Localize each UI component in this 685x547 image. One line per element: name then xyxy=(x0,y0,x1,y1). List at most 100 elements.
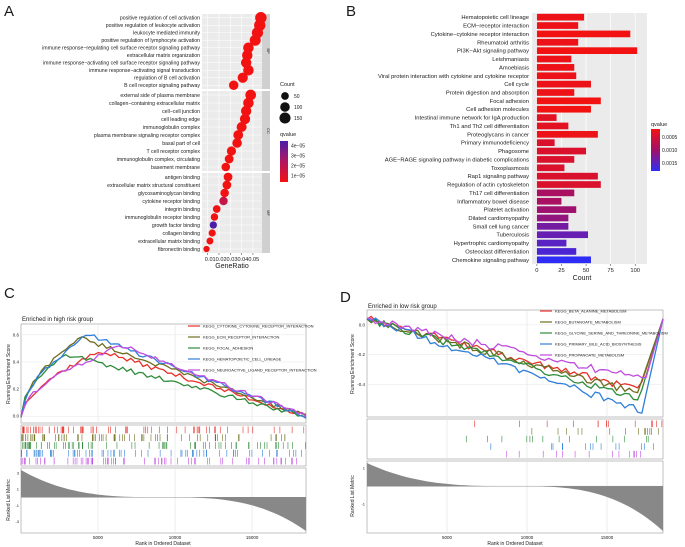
dot-point xyxy=(219,196,228,206)
legend-label: KEGG_HEMATOPOIETIC_CELL_LINEAGE xyxy=(203,357,282,362)
bar xyxy=(536,80,591,88)
dot-point xyxy=(221,162,231,172)
qvalue-legend-label: 0.0005 xyxy=(662,135,678,141)
bar xyxy=(536,55,572,63)
term-label: basal part of cell xyxy=(162,141,200,147)
qvalue-legend-label: 4e−05 xyxy=(291,144,305,150)
term-label: integrin binding xyxy=(165,207,200,213)
x-tick-label: 75 xyxy=(607,268,613,274)
bar-label: Tuberculosis xyxy=(496,233,529,239)
panel-b-plot-bg xyxy=(532,13,647,264)
bar xyxy=(536,256,591,264)
dot-point xyxy=(209,221,217,229)
dot-point xyxy=(243,97,254,109)
es-curve xyxy=(20,345,307,418)
bar-label: Toxoplasmosis xyxy=(491,166,529,172)
qvalue-legend-title: qvalue xyxy=(280,132,296,138)
count-legend-dot xyxy=(280,102,290,112)
panel-b-barplot: Hematopoietic cell lineage ECM−receptor i… xyxy=(378,13,678,282)
x-tick-label: 15000 xyxy=(601,535,614,540)
bar-label: Regulation of actin cytoskeleton xyxy=(447,183,529,189)
qvalue-legend-label: 1e−05 xyxy=(291,174,305,180)
term-label: regulation of B cell activation xyxy=(134,76,200,82)
dot-point xyxy=(236,122,247,132)
bar-label: Phagosome xyxy=(498,149,529,155)
count-legend-label: 50 xyxy=(294,94,300,100)
bar xyxy=(536,47,638,54)
dot-point xyxy=(243,64,254,76)
panel-a-bp-strip xyxy=(262,14,270,89)
panel-c-xlabel: Rank in Ordered Dataset xyxy=(135,541,191,547)
es-curve xyxy=(20,336,307,418)
dot-point xyxy=(206,237,214,245)
bar xyxy=(536,64,575,71)
bar-label: Rap1 signaling pathway xyxy=(467,174,529,180)
legend-label: KEGG_ECM_RECEPTOR_INTERACTION xyxy=(203,335,279,340)
y-tick-label: 0.0 xyxy=(13,414,20,419)
term-label: T cell receptor complex xyxy=(146,149,200,155)
metric-tick-label: 1 xyxy=(17,487,20,492)
bar-label: Cytokine−cytokine receptor interaction xyxy=(431,32,529,38)
dot-point xyxy=(203,245,210,253)
x-tick-label: 5000 xyxy=(93,535,104,540)
term-label: basement membrane xyxy=(151,165,200,171)
term-label: extracellular matrix structural constitu… xyxy=(107,183,200,189)
dot-point xyxy=(208,229,216,237)
bar xyxy=(536,214,569,222)
panel-d-title: Enriched in low risk group xyxy=(368,304,437,310)
panel-c-ylabel: Running Enrichment Score xyxy=(6,344,12,404)
bar-label: Protein digestion and absorption xyxy=(446,90,529,96)
term-label: extracellular matrix binding xyxy=(138,239,200,245)
panel-d-es-box xyxy=(366,309,664,418)
bar xyxy=(536,197,562,205)
bar xyxy=(536,231,589,239)
x-tick-label: 100 xyxy=(630,268,640,274)
metric-tick-label: -3 xyxy=(15,519,19,524)
bar-label: Inflammatory bowel disease xyxy=(457,199,529,205)
bar-label: Rheumatoid arthritis xyxy=(477,40,529,46)
bar-label: Th1 and Th2 cell differentiation xyxy=(450,124,529,130)
count-legend-label: 150 xyxy=(294,116,303,122)
term-label: immunoglobulin receptor binding xyxy=(125,215,200,221)
bar-label: Platelet activation xyxy=(484,208,529,214)
bar-label: Cell adhesion molecules xyxy=(466,107,529,113)
legend-label: KEGG_BUTANOATE_METABOLISM xyxy=(555,320,621,325)
qvalue-legend-label: 0.0015 xyxy=(662,161,678,167)
panel-letter-a: A xyxy=(4,3,14,20)
legend-label: KEGG_NEUROACTIVE_LIGAND_RECEPTOR_INTERAC… xyxy=(203,368,317,373)
qvalue-legend-label: 3e−05 xyxy=(291,154,305,160)
term-label: immune response−regulating cell surface … xyxy=(42,46,200,52)
term-label: glycosaminoglycan binding xyxy=(138,191,200,197)
bar xyxy=(536,147,587,155)
bar xyxy=(536,72,577,80)
bar xyxy=(536,130,598,138)
count-legend-title: Count xyxy=(280,82,295,88)
term-label: fibronectin binding xyxy=(158,247,200,253)
term-label: immune response−activating signal transd… xyxy=(89,68,200,74)
panel-d-ylabel: Running Enrichment Score xyxy=(350,334,356,394)
panel-letter-c: C xyxy=(4,285,15,302)
qvalue-legend-title-b: qvalue xyxy=(651,122,667,128)
term-label: immune response−activating cell surface … xyxy=(43,61,200,67)
x-tick-label: 0 xyxy=(535,268,538,274)
term-label: antigen binding xyxy=(165,175,200,181)
es-curve xyxy=(366,317,664,414)
bar-label: PI3K−Akt signaling pathway xyxy=(457,49,529,55)
dot-point xyxy=(233,130,244,140)
bar xyxy=(536,97,601,105)
facet-label-bp: BP xyxy=(266,48,271,54)
x-tick-label-row: 0.010.020.030.040.05 xyxy=(205,257,259,263)
metric-tick-label: 1 xyxy=(363,466,366,471)
facet-label-mf: MF xyxy=(266,210,271,216)
panel-a-cc-strip xyxy=(262,91,270,171)
panel-d-xlabel: Rank in Ordered Dataset xyxy=(487,541,543,547)
bar-label: Intestinal immune network for IgA produc… xyxy=(415,116,529,122)
bar xyxy=(536,38,579,46)
bar-label: Cell cycle xyxy=(504,82,529,88)
term-label: extracellular matrix organization xyxy=(127,53,200,59)
panel-a-dotplot: BP CC MF positive regulation of cell act… xyxy=(42,12,305,270)
panel-d-gsea: Enriched in low risk group KEGG_BETA_ALA… xyxy=(350,304,668,547)
bar xyxy=(536,13,585,21)
metric-tick-label: 3 xyxy=(17,470,20,475)
term-label: growth factor binding xyxy=(152,223,200,229)
